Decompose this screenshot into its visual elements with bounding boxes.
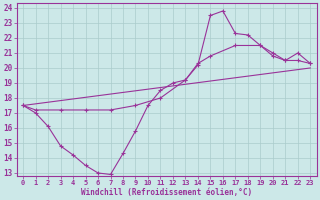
X-axis label: Windchill (Refroidissement éolien,°C): Windchill (Refroidissement éolien,°C) — [81, 188, 252, 197]
